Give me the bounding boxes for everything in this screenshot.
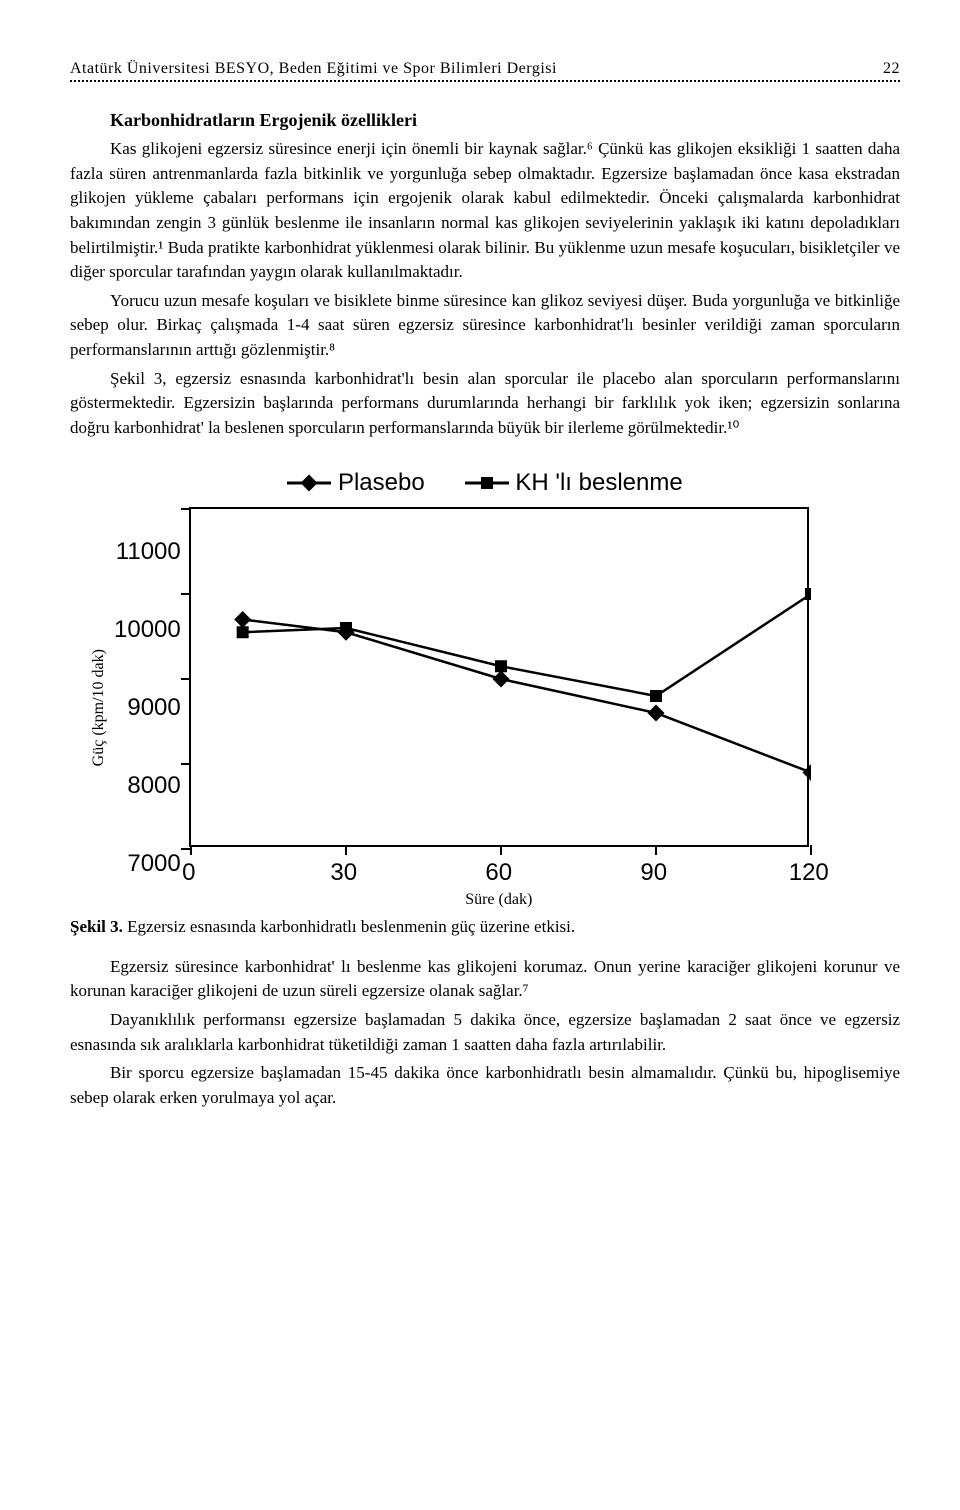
x-axis-label: Süre (dak) xyxy=(189,891,809,909)
y-tick-label: 8000 xyxy=(127,772,180,800)
x-tick-label: 90 xyxy=(640,859,667,887)
x-tick-label: 0 xyxy=(182,859,195,887)
page-header: Atatürk Üniversitesi BESYO, Beden Eğitim… xyxy=(70,60,900,78)
legend-label-2: KH 'lı beslenme xyxy=(515,469,682,496)
diamond-marker-icon xyxy=(287,474,331,492)
y-tick-label: 7000 xyxy=(127,850,180,878)
paragraph-3: Şekil 3, egzersiz esnasında karbonhidrat… xyxy=(70,367,900,441)
chart-legend: Plasebo KH 'lı beslenme xyxy=(70,469,900,497)
x-tick-label: 30 xyxy=(330,859,357,887)
chart-plot xyxy=(189,507,809,847)
x-tick-label: 120 xyxy=(789,859,829,887)
legend-item-kh: KH 'lı beslenme xyxy=(465,469,683,497)
header-rule xyxy=(70,80,900,82)
figure-caption: Şekil 3. Egzersiz esnasında karbonhidrat… xyxy=(70,917,900,937)
y-axis-ticks: 11000 10000 9000 8000 7000 xyxy=(114,538,181,878)
chart-area: Güç (kpm/10 dak) 1100010000900080007000 … xyxy=(90,507,900,909)
figure-caption-text: Egzersiz esnasında karbonhidratlı beslen… xyxy=(127,917,575,936)
y-tick-label: 9000 xyxy=(127,694,180,722)
page: Atatürk Üniversitesi BESYO, Beden Eğitim… xyxy=(0,0,960,1510)
paragraph-5: Dayanıklılık performansı egzersize başla… xyxy=(70,1008,900,1057)
figure-caption-label: Şekil 3. xyxy=(70,917,123,936)
y-axis-label: Güç (kpm/10 dak) xyxy=(90,649,108,766)
square-marker-icon xyxy=(465,474,509,492)
y-tick-label: 10000 xyxy=(114,616,181,644)
paragraph-1: Kas glikojeni egzersiz süresince enerji … xyxy=(70,137,900,285)
y-tick-label: 11000 xyxy=(116,538,181,566)
legend-label-1: Plasebo xyxy=(338,469,425,496)
page-number: 22 xyxy=(883,60,900,78)
paragraph-2: Yorucu uzun mesafe koşuları ve bisiklete… xyxy=(70,289,900,363)
chart-svg xyxy=(191,509,811,849)
x-axis-ticks: 0306090120 xyxy=(189,859,809,889)
x-tick-label: 60 xyxy=(485,859,512,887)
paragraph-4: Egzersiz süresince karbonhidrat' lı besl… xyxy=(70,955,900,1004)
paragraph-6: Bir sporcu egzersize başlamadan 15-45 da… xyxy=(70,1061,900,1110)
legend-item-plasebo: Plasebo xyxy=(287,469,424,497)
journal-title: Atatürk Üniversitesi BESYO, Beden Eğitim… xyxy=(70,60,557,78)
section-title: Karbonhidratların Ergojenik özellikleri xyxy=(110,110,900,131)
